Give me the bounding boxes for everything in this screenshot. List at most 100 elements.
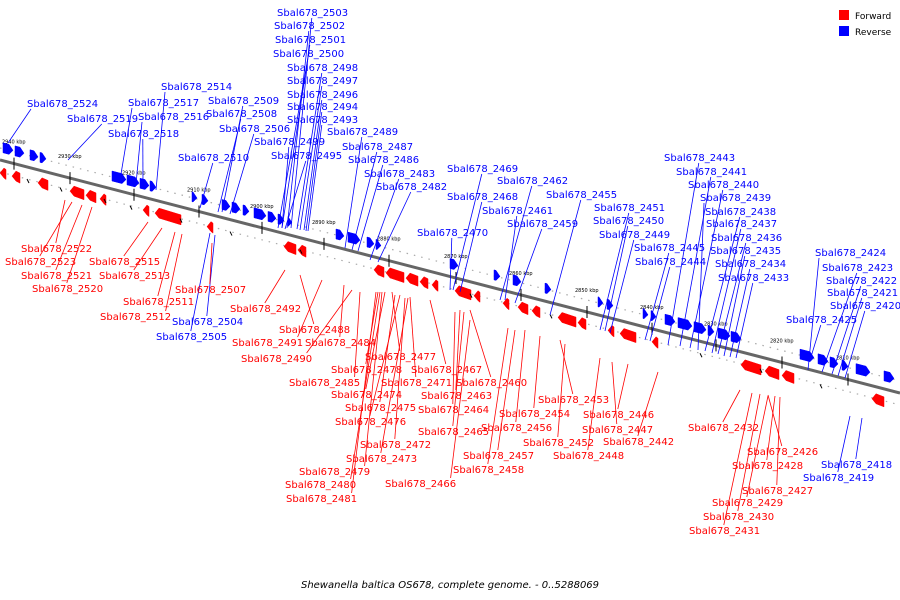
forward-gene-block (142, 204, 150, 218)
track-marker (699, 352, 703, 358)
reverse-gene-label: Sbal678_2435 (710, 246, 781, 257)
reverse-gene-leader (599, 212, 630, 331)
reverse-gene-label: Sbal678_2449 (599, 230, 670, 241)
reverse-gene-block (544, 282, 552, 294)
reverse-gene-leader (821, 272, 858, 373)
legend-reverse-swatch (839, 26, 849, 36)
reverse-gene-label: Sbal678_2438 (705, 207, 776, 218)
forward-gene-label: Sbal678_2511 (123, 297, 194, 308)
forward-gene-leader (611, 361, 618, 425)
forward-gene-leader (123, 221, 149, 257)
forward-gene-block (154, 207, 182, 226)
reverse-gene-block (347, 231, 361, 245)
forward-gene-label: Sbal678_2448 (553, 451, 624, 462)
reverse-gene-label: Sbal678_2468 (447, 192, 518, 203)
forward-gene-leader (455, 309, 461, 391)
scale-tick-label: 2930 kbp (58, 154, 82, 160)
reverse-gene-block (29, 149, 39, 162)
forward-gene-label: Sbal678_2507 (175, 285, 246, 296)
scale-tick-label: 2920 kbp (122, 171, 146, 177)
reverse-gene-block (335, 228, 345, 241)
scale-tick-label: 2840 kbp (640, 305, 664, 311)
forward-gene-leader (723, 392, 753, 526)
forward-gene-label: Sbal678_2429 (712, 498, 783, 509)
forward-gene-leader (617, 363, 629, 410)
reverse-gene-label: Sbal678_2505 (156, 332, 227, 343)
reverse-gene-block (677, 317, 693, 331)
forward-gene-label: Sbal678_2521 (21, 271, 92, 282)
forward-gene-block (502, 297, 510, 311)
scale-tick-label: 2940 kbp (2, 140, 26, 146)
forward-gene-block (871, 393, 885, 408)
forward-gene-leader (299, 274, 315, 325)
reverse-gene-block (14, 145, 25, 158)
forward-gene-block (99, 193, 107, 206)
forward-gene-label: Sbal678_2466 (385, 479, 456, 490)
forward-gene-block (431, 279, 439, 292)
reverse-gene-leader (305, 111, 323, 232)
forward-gene-label: Sbal678_2481 (286, 494, 357, 505)
reverse-gene-leader (155, 91, 166, 191)
reverse-gene-leader (667, 162, 700, 346)
legend: Forward Reverse (839, 10, 892, 38)
forward-gene-leader (364, 291, 383, 467)
forward-gene-leader (746, 395, 769, 498)
forward-gene-leader (767, 394, 783, 447)
genome-backbone (0, 158, 900, 395)
forward-gene-leader (515, 329, 526, 423)
reverse-gene-label: Sbal678_2508 (206, 109, 277, 120)
forward-gene-label: Sbal678_2454 (499, 409, 570, 420)
reverse-gene-label: Sbal678_2504 (172, 317, 243, 328)
forward-gene-block (85, 189, 97, 204)
forward-gene-leader (452, 311, 456, 405)
forward-gene-label: Sbal678_2522 (21, 244, 92, 255)
forward-gene-block (419, 276, 429, 290)
forward-gene-label: Sbal678_2447 (582, 425, 653, 436)
forward-gene-label: Sbal678_2515 (89, 257, 160, 268)
forward-gene-leader (209, 242, 213, 285)
reverse-gene-leader (67, 123, 103, 161)
forward-gene-label: Sbal678_2465 (418, 427, 489, 438)
forward-gene-label: Sbal678_2457 (463, 451, 534, 462)
reverse-gene-label: Sbal678_2519 (67, 114, 138, 125)
forward-gene-leader (351, 291, 377, 494)
forward-gene-label: Sbal678_2478 (331, 365, 402, 376)
track-marker (299, 249, 303, 254)
forward-gene-label: Sbal678_2475 (345, 403, 416, 414)
reverse-gene-leader (499, 185, 533, 301)
reverse-gene-label: Sbal678_2459 (507, 219, 578, 230)
forward-gene-label: Sbal678_2446 (583, 410, 654, 421)
forward-gene-label: Sbal678_2431 (689, 526, 760, 537)
reverse-gene-label: Sbal678_2483 (364, 169, 435, 180)
reverse-gene-block (231, 201, 241, 214)
forward-gene-label: Sbal678_2520 (32, 284, 103, 295)
scale-tick-label: 2870 kbp (444, 254, 468, 260)
forward-gene-leader (394, 297, 406, 440)
scale-tick-label: 2820 kbp (770, 338, 794, 344)
reverse-gene-leader (604, 225, 629, 332)
reverse-gene-label: Sbal678_2510 (178, 153, 249, 164)
forward-gene-block (517, 301, 529, 316)
reverse-gene-label: Sbal678_2496 (287, 90, 358, 101)
reverse-gene-label: Sbal678_2422 (826, 276, 897, 287)
scale-tick-label: 2860 kbp (509, 271, 533, 277)
reverse-gene-block (253, 207, 267, 221)
reverse-gene-label: Sbal678_2424 (815, 248, 886, 259)
scale-tick-label: 2810 kbp (836, 356, 860, 362)
reverse-gene-label: Sbal678_2423 (822, 263, 893, 274)
forward-gene-leader (365, 291, 386, 390)
reverse-gene-label: Sbal678_2506 (219, 124, 290, 135)
forward-gene-block (206, 221, 214, 234)
forward-gene-block (454, 285, 472, 301)
forward-gene-label: Sbal678_2442 (603, 437, 674, 448)
forward-gene-block (740, 359, 762, 376)
reverse-gene-label: Sbal678_2451 (594, 203, 665, 214)
forward-gene-leader (559, 339, 574, 395)
reverse-gene-label: Sbal678_2524 (27, 99, 98, 110)
reverse-gene-leader (704, 216, 741, 352)
forward-gene-leader (39, 201, 73, 257)
reverse-gene-label: Sbal678_2514 (161, 82, 232, 93)
reverse-gene-leader (844, 310, 866, 379)
forward-gene-leader (557, 343, 566, 438)
reverse-gene-label: Sbal678_2494 (287, 102, 358, 113)
